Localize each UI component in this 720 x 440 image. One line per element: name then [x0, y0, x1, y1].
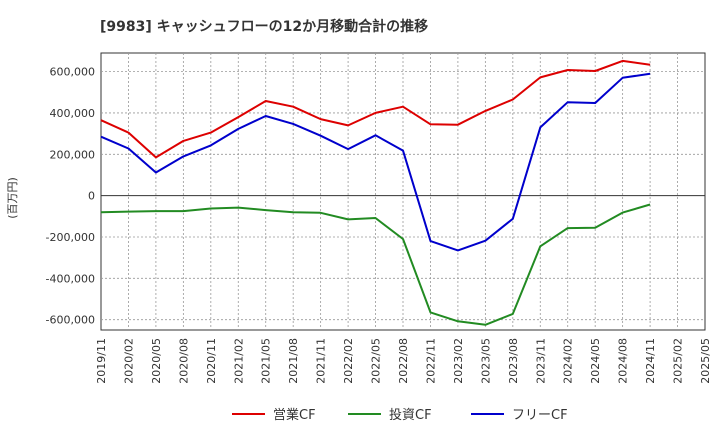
plot-frame: [100, 52, 706, 331]
x-tick-label: 2022/05: [370, 338, 383, 384]
x-tick-label: 2023/05: [479, 338, 492, 384]
x-tick-label: 2021/02: [232, 338, 245, 384]
x-tick-label: 2024/08: [617, 338, 630, 384]
plot-area: 2019/11 2020/02 2020/05 2020/08 2020/11 2021/…: [46, 52, 712, 384]
x-tick-label: 2023/02: [452, 338, 465, 384]
x-tick-label: 2023/08: [507, 338, 520, 384]
legend-label: フリーCF: [512, 408, 568, 423]
x-tick-label: 2020/11: [205, 338, 218, 384]
x-tick-label: 2020/08: [177, 338, 190, 384]
x-tick-label: 2019/11: [95, 338, 108, 384]
x-tick-label: 2025/05: [699, 338, 712, 384]
x-tick-label: 2022/02: [342, 338, 355, 384]
series-line-投資CF: [100, 203, 651, 326]
y-tick-label: -200,000: [46, 231, 95, 244]
legend-label: 投資CF: [389, 407, 432, 423]
x-tick-label: 2020/05: [150, 338, 163, 384]
x-tick-label: 2024/11: [644, 338, 657, 384]
x-tick-label: 2024/05: [589, 338, 602, 384]
x-tick-label: 2021/08: [287, 338, 300, 384]
y-axis-label: (百万円): [6, 177, 19, 219]
y-tick-label: 400,000: [50, 107, 96, 120]
series-line-フリーCF: [100, 72, 651, 252]
x-tick-label: 2022/11: [424, 338, 437, 384]
y-tick-label: -600,000: [46, 314, 95, 327]
x-tick-label: 2021/11: [315, 338, 328, 384]
y-tick-label: 0: [88, 190, 95, 203]
legend: 営業CF 投資CF フリーCF: [232, 407, 568, 423]
y-tick-label: 200,000: [50, 148, 96, 161]
x-tick-label: 2023/11: [534, 338, 547, 384]
x-tick-label: 2020/02: [122, 338, 135, 384]
chart-title: [9983] キャッシュフローの12か月移動合計の推移: [100, 18, 428, 35]
x-tick-label: 2022/08: [397, 338, 410, 384]
x-tick-label: 2025/02: [672, 338, 685, 384]
y-tick-label: 600,000: [50, 66, 96, 79]
x-tick-label: 2024/02: [562, 338, 575, 384]
x-tick-label: 2021/05: [260, 338, 273, 384]
y-tick-label: -400,000: [46, 272, 95, 285]
series-line-営業CF: [100, 59, 651, 159]
legend-label: 営業CF: [273, 407, 316, 423]
